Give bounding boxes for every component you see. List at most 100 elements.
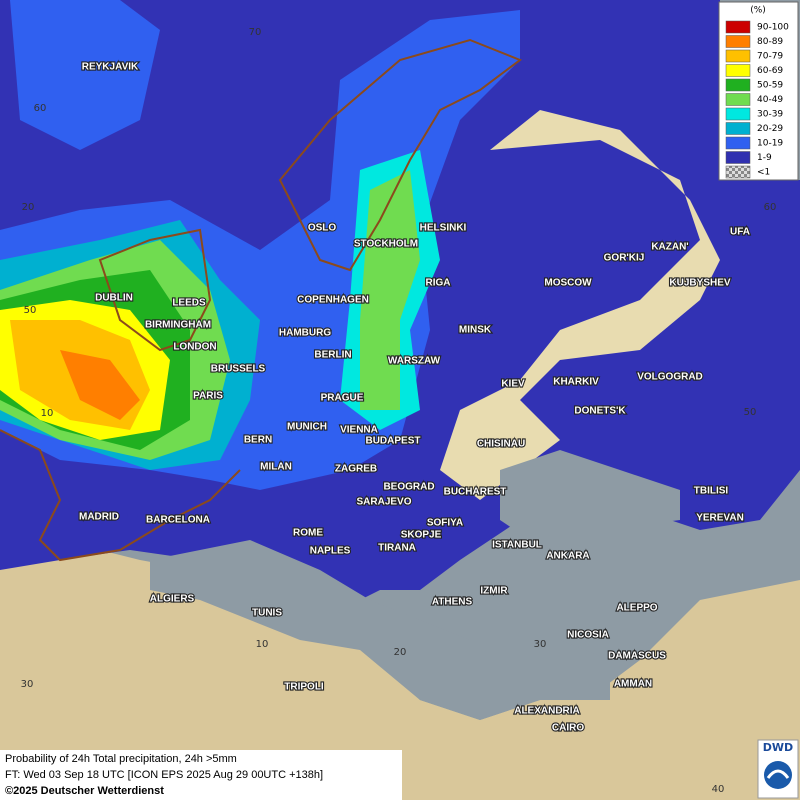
city-label: COPENHAGEN	[297, 295, 369, 306]
legend-swatch	[725, 78, 751, 92]
legend-swatch	[725, 93, 751, 106]
legend-label: 50-59	[757, 81, 783, 91]
city-label: ZAGREB	[335, 464, 377, 475]
city-label: RIGA	[426, 278, 451, 289]
city-label: OSLO	[308, 223, 337, 234]
mediterranean	[150, 540, 610, 720]
city-label: TRIPOLI	[284, 682, 324, 693]
grid-label: 30	[534, 639, 547, 650]
legend-swatch	[725, 20, 751, 34]
grid-label: 60	[34, 103, 47, 114]
footer-copyright: ©2025 Deutscher Wetterdienst	[5, 785, 164, 797]
city-label: CAIRO	[552, 723, 584, 734]
city-label: BEOGRAD	[383, 482, 434, 493]
logo-icon	[764, 761, 792, 789]
city-label: MINSK	[459, 325, 492, 336]
legend-title: (%)	[750, 6, 766, 16]
city-label: SOFIYA	[427, 518, 463, 529]
legend-label: 60-69	[757, 66, 783, 76]
legend-swatch	[725, 122, 751, 135]
legend-label: 90-100	[757, 23, 789, 33]
city-label: MOSCOW	[544, 278, 592, 289]
city-label: SARAJEVO	[356, 497, 411, 508]
city-label: BERN	[244, 435, 272, 446]
grid-label: 20	[394, 647, 407, 658]
legend-label: 70-79	[757, 52, 783, 62]
logo: DWD	[763, 741, 793, 754]
legend-label: <1	[757, 168, 770, 178]
city-label: DUBLIN	[95, 293, 133, 304]
city-label: NAPLES	[310, 546, 351, 557]
city-label: STOCKHOLM	[354, 239, 418, 250]
grid-label: 10	[256, 639, 269, 650]
legend-label: 10-19	[757, 139, 783, 149]
grid-labels: 70 60 20 50 10 30 60 50 10 20 30 40	[21, 27, 777, 795]
footer-box	[0, 750, 402, 800]
legend-swatch	[725, 151, 751, 164]
grid-label: 10	[41, 408, 54, 419]
legend-swatch	[725, 35, 751, 48]
city-label: MADRID	[79, 512, 119, 523]
city-label: BARCELONA	[146, 515, 210, 526]
city-label: ALEPPO	[616, 603, 657, 614]
city-label: YEREVAN	[696, 513, 744, 524]
city-label: UFA	[730, 227, 750, 238]
legend-swatch	[725, 64, 751, 77]
city-label: VOLGOGRAD	[637, 372, 703, 383]
city-label: HAMBURG	[279, 328, 331, 339]
city-label: DAMASCUS	[608, 651, 666, 662]
black-sea	[500, 450, 680, 540]
legend-swatch	[725, 49, 751, 63]
coastline	[0, 38, 523, 562]
city-label: NICOSIA	[567, 630, 609, 641]
city-label: LEEDS	[172, 298, 206, 309]
city-label: KUJBYSHEV	[669, 278, 730, 289]
city-label: BERLIN	[314, 350, 351, 361]
city-label: PARIS	[193, 391, 223, 402]
legend-label: 80-89	[757, 37, 783, 47]
legend-label: 20-29	[757, 124, 783, 134]
legend: (%) 90-100 80-89 70-79 60-69 50-59 40-49 30-39…	[718, 1, 799, 181]
city-label: BUCHAREST	[444, 487, 507, 498]
city-label: KIEV	[501, 379, 525, 390]
precip-10-19	[10, 0, 160, 150]
precip-80-89	[60, 350, 140, 420]
grid-label: 40	[712, 784, 725, 795]
city-label: MUNICH	[287, 422, 327, 433]
city-label: BRUSSELS	[211, 364, 266, 375]
city-label: TUNIS	[252, 608, 282, 619]
city-label: REYKJAVIK	[82, 62, 139, 73]
legend-swatch	[725, 165, 751, 179]
city-label: TBILISI	[694, 486, 729, 497]
city-label: ATHENS	[432, 597, 473, 608]
grid-label: 50	[744, 407, 757, 418]
city-label: LONDON	[173, 342, 216, 353]
city-label: VIENNA	[340, 425, 378, 436]
city-label: WARSZAW	[388, 356, 441, 367]
land-south	[0, 540, 800, 800]
grid-label: 50	[24, 305, 37, 316]
grid-label: 60	[764, 202, 777, 213]
city-label: IZMIR	[480, 586, 508, 597]
dry-east	[440, 110, 720, 500]
city-label: GOR'KIJ	[604, 253, 645, 264]
city-label: MILAN	[260, 462, 292, 473]
city-label: ISTANBUL	[492, 540, 542, 551]
city-label: HELSINKI	[420, 223, 467, 234]
city-label: TIRANA	[378, 543, 416, 554]
logo-wave	[766, 769, 790, 779]
city-label: BIRMINGHAM	[145, 320, 211, 331]
legend-swatch	[725, 107, 751, 121]
city-label: ROME	[293, 528, 323, 539]
city-label: KAZAN'	[651, 242, 688, 253]
city-label: KHARKIV	[553, 377, 599, 388]
footer-line: FT: Wed 03 Sep 18 UTC [ICON EPS 2025 Aug…	[5, 769, 323, 781]
city-label: PRAGUE	[321, 393, 364, 404]
grid-label: 30	[21, 679, 34, 690]
grid-label: 20	[22, 202, 35, 213]
city-label: BUDAPEST	[365, 436, 420, 447]
city-label: ALGIERS	[150, 594, 195, 605]
legend-label: 40-49	[757, 95, 783, 105]
city-label: AMMAN	[614, 679, 652, 690]
